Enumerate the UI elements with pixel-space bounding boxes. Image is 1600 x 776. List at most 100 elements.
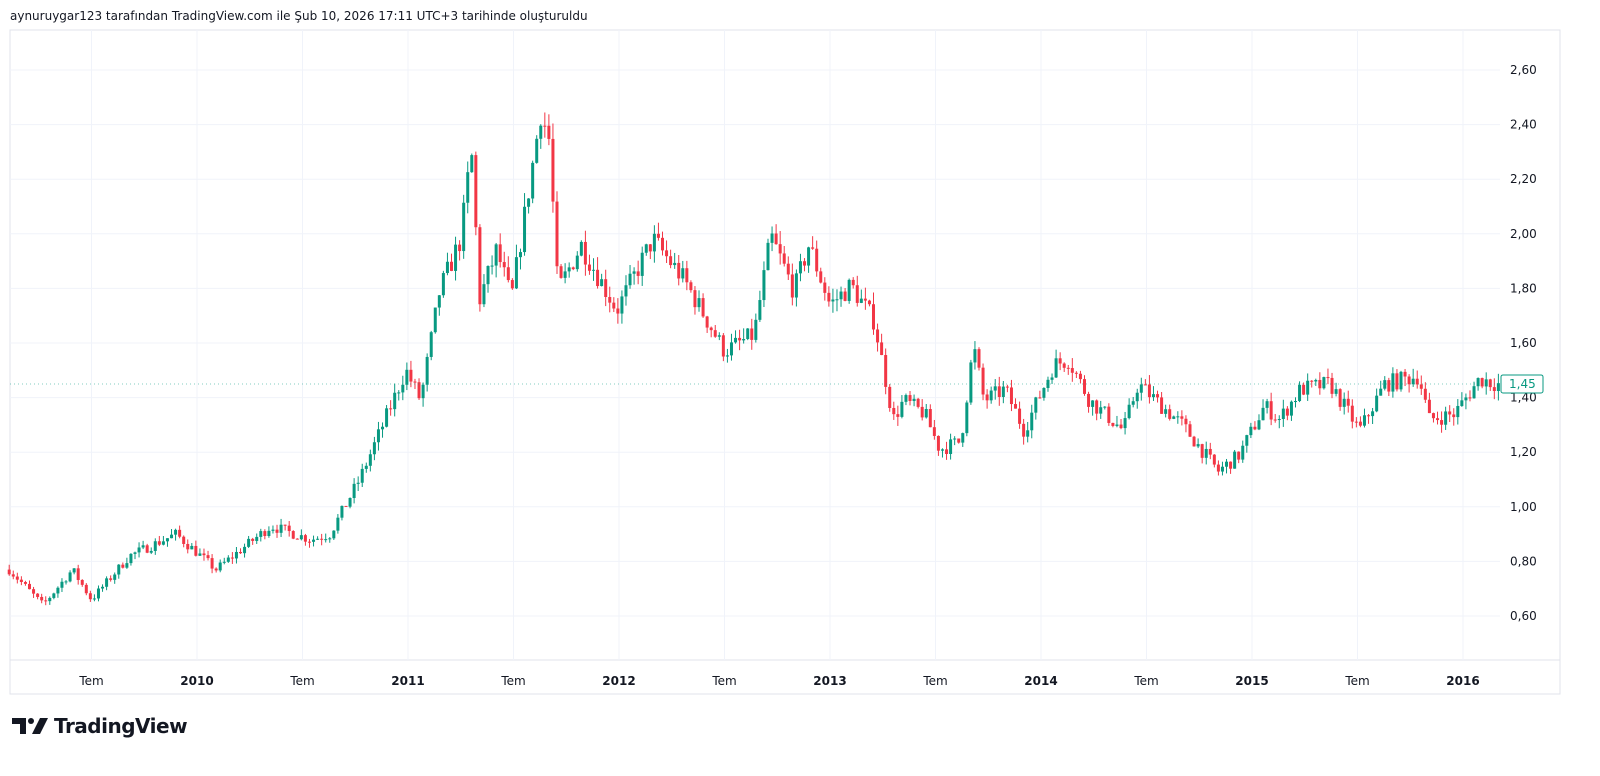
candle-body (1468, 397, 1472, 399)
candle-body (900, 401, 904, 417)
candle-body (665, 250, 669, 257)
candle-body (656, 233, 660, 238)
time-tick-label: 2011 (391, 674, 424, 688)
candle-body (1009, 387, 1013, 405)
time-tick-label: 2012 (602, 674, 635, 688)
candle-body (1367, 415, 1371, 417)
candle-body (1358, 421, 1362, 426)
candle-body (855, 285, 859, 303)
candle-body (320, 538, 324, 540)
candle-body (287, 525, 291, 532)
candle-body (198, 553, 202, 556)
time-tick-label: 2015 (1235, 674, 1268, 688)
candle-body (206, 555, 210, 559)
candle-body (681, 268, 685, 279)
candle-body (567, 267, 571, 272)
candle-body (101, 586, 105, 589)
candle-body (137, 547, 141, 553)
candle-body (916, 398, 920, 407)
candle-body (936, 435, 940, 451)
candle-body (1492, 387, 1496, 392)
candle-body (920, 406, 924, 418)
candle-body (1229, 461, 1233, 469)
candle-body (360, 468, 364, 483)
candle-body (332, 530, 336, 539)
candle-body (174, 529, 178, 535)
candle-body (985, 394, 989, 401)
candle-body (23, 582, 27, 584)
candle-body (88, 593, 92, 600)
candle-body (892, 407, 896, 415)
candle-body (376, 429, 380, 443)
candle-body (989, 390, 993, 401)
candle-body (307, 541, 311, 543)
candle-body (843, 291, 847, 301)
time-axis[interactable]: Tem 2010 Tem 2011 Tem 2012 Tem 2013 Tem 2014 Tem 20… (78, 674, 1479, 688)
candle-body (729, 342, 733, 356)
candle-body (393, 392, 397, 410)
candle-body (815, 248, 819, 272)
candle-body (1354, 421, 1358, 423)
candle-body (385, 408, 389, 427)
candle-body (372, 442, 376, 455)
candle-body (210, 558, 214, 569)
candle-body (1091, 400, 1095, 407)
candle-body (234, 551, 238, 559)
candle-body (15, 576, 19, 580)
candle-body (746, 328, 750, 339)
candle-body (1220, 466, 1224, 472)
candle-body (819, 271, 823, 283)
candle-body (1326, 377, 1330, 379)
candle-body (336, 517, 340, 531)
candle-body (786, 263, 790, 275)
candle-body (798, 261, 802, 274)
candle-body (1480, 378, 1484, 387)
candle-body (1188, 424, 1192, 437)
candle-body (44, 600, 48, 602)
candle-body (1087, 393, 1091, 407)
candle-body (1456, 405, 1460, 418)
time-tick-label: 2013 (813, 674, 846, 688)
candle-body (222, 561, 226, 563)
candle-body (19, 579, 23, 583)
candle-body (368, 454, 372, 466)
candle-body (381, 426, 385, 430)
candle-body (510, 280, 514, 289)
candle-body (794, 273, 798, 298)
candle-body (27, 583, 31, 590)
candle-body (575, 255, 579, 270)
candle-body (847, 279, 851, 301)
candle-body (449, 261, 453, 271)
candle-body (1362, 415, 1366, 426)
candle-body (340, 505, 344, 518)
grid-lines (10, 30, 1500, 660)
candle-body (1196, 444, 1200, 447)
candle-body (734, 337, 738, 343)
candle-body (1350, 405, 1354, 422)
candle-body (7, 569, 11, 575)
candle-body (1070, 368, 1074, 373)
candle-body (1285, 408, 1289, 416)
candle-body (876, 329, 880, 343)
candle-body (867, 300, 871, 305)
tradingview-logo[interactable]: TradingView (12, 714, 188, 738)
candle-body (1127, 404, 1131, 419)
candle-body (685, 268, 689, 283)
candle-body (928, 409, 932, 428)
candle-body (997, 386, 1001, 397)
time-tick-label: Tem (1133, 674, 1158, 688)
candle-body (421, 384, 425, 399)
candle-body (1111, 422, 1115, 426)
candle-body (498, 244, 502, 263)
candle-body (502, 262, 506, 268)
candle-body (709, 327, 713, 331)
price-axis[interactable]: 0,60 0,80 1,00 1,20 1,40 1,60 1,80 2,00 2,20 2,40… (1510, 63, 1537, 623)
candle-body (1334, 389, 1338, 394)
candle-body (713, 330, 717, 337)
candle-body (1241, 445, 1245, 460)
price-tick-label: 0,60 (1510, 609, 1537, 623)
candle-body (1066, 367, 1070, 369)
candle-body (165, 538, 169, 542)
candle-body (1395, 373, 1399, 390)
